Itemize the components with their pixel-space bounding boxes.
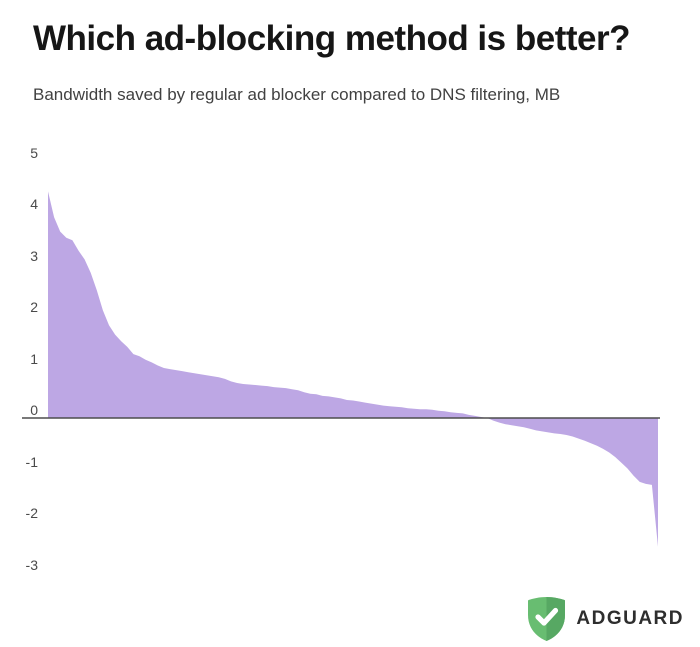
adguard-logo: ADGUARD: [526, 596, 684, 642]
shield-right-half: [546, 597, 566, 641]
y-tick-label-4: 4: [30, 196, 38, 212]
y-tick-label-1: 1: [30, 350, 38, 367]
y-tick-label-2: 2: [30, 299, 38, 315]
y-tick-label-0: 0: [30, 402, 38, 418]
y-tick-label--1: -1: [25, 453, 38, 470]
chart-subtitle: Bandwidth saved by regular ad blocker co…: [33, 85, 561, 104]
y-tick-label--2: -2: [25, 505, 38, 521]
adguard-shield-check-icon: [528, 597, 566, 641]
area-series-shape: [48, 191, 658, 547]
brand-name: ADGUARD: [576, 608, 684, 629]
y-tick-label-5: 5: [30, 144, 38, 161]
checkmark-icon: [535, 607, 559, 626]
chart-title: Which ad-blocking method is better?: [33, 19, 630, 58]
y-tick-label--3: -3: [25, 556, 38, 573]
y-tick-label-3: 3: [30, 247, 38, 264]
